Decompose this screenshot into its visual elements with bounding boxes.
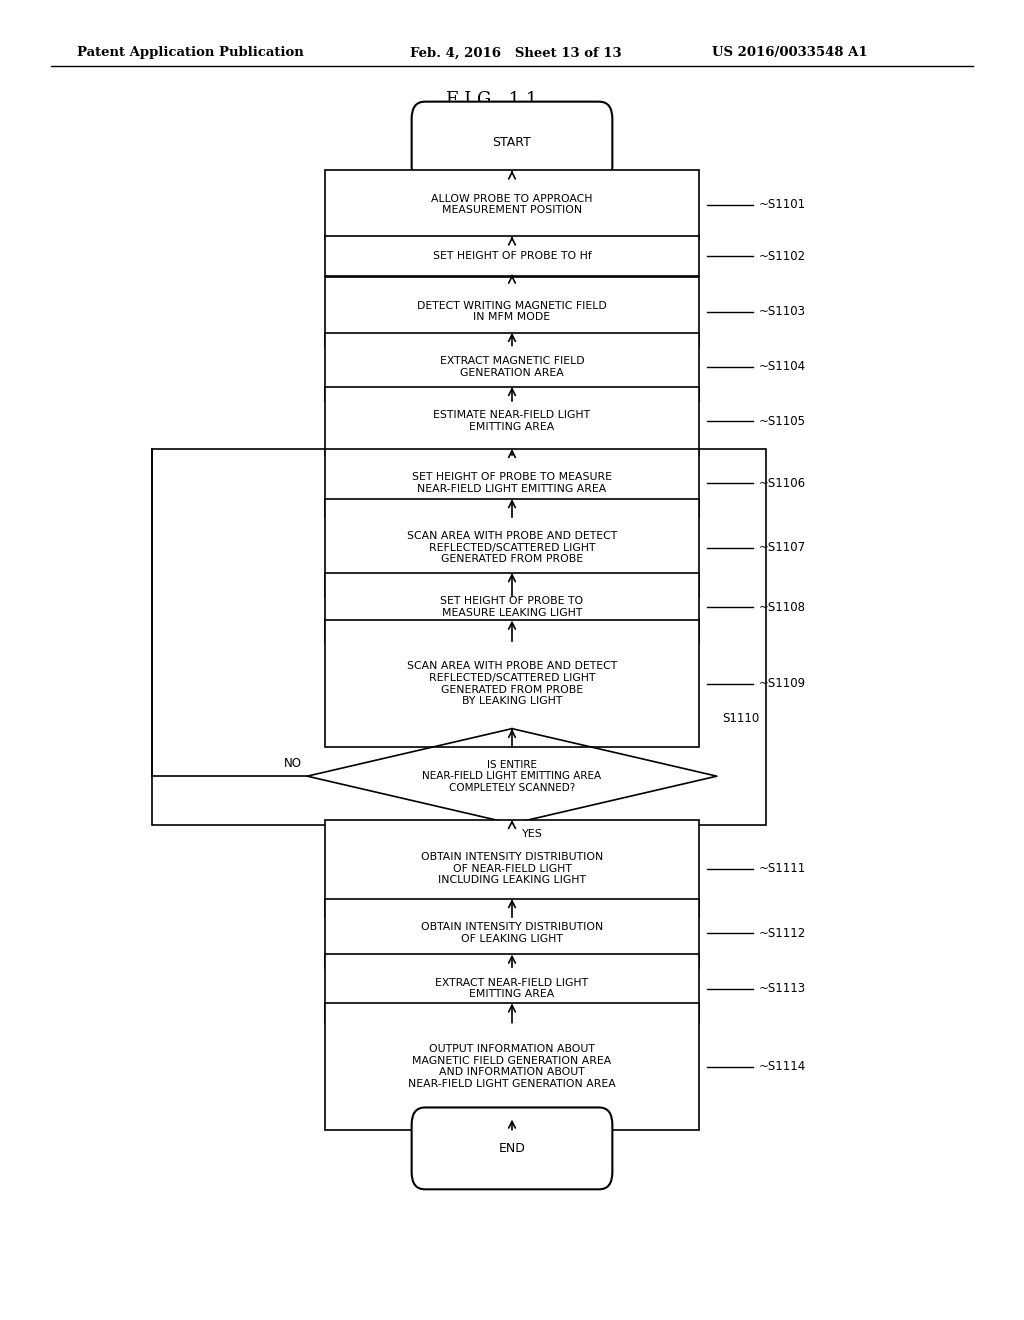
FancyBboxPatch shape [326,333,698,401]
Text: SCAN AREA WITH PROBE AND DETECT
REFLECTED/SCATTERED LIGHT
GENERATED FROM PROBE: SCAN AREA WITH PROBE AND DETECT REFLECTE… [407,531,617,565]
Text: ~S1112: ~S1112 [758,927,806,940]
Text: ~S1105: ~S1105 [758,414,805,428]
Text: F I G . 1 1: F I G . 1 1 [445,91,538,110]
Text: START: START [493,136,531,149]
FancyBboxPatch shape [326,170,698,239]
Text: ~S1109: ~S1109 [758,677,806,690]
Text: US 2016/0033548 A1: US 2016/0033548 A1 [712,46,867,59]
FancyBboxPatch shape [326,954,698,1023]
Text: END: END [499,1142,525,1155]
FancyBboxPatch shape [326,449,698,517]
Text: IS ENTIRE
NEAR-FIELD LIGHT EMITTING AREA
COMPLETELY SCANNED?: IS ENTIRE NEAR-FIELD LIGHT EMITTING AREA… [423,759,601,793]
Text: OUTPUT INFORMATION ABOUT
MAGNETIC FIELD GENERATION AREA
AND INFORMATION ABOUT
NE: OUTPUT INFORMATION ABOUT MAGNETIC FIELD … [409,1044,615,1089]
Text: NO: NO [284,756,302,770]
Text: SET HEIGHT OF PROBE TO Hf: SET HEIGHT OF PROBE TO Hf [432,251,592,261]
FancyBboxPatch shape [326,499,698,597]
FancyBboxPatch shape [326,899,698,968]
FancyBboxPatch shape [412,1107,612,1189]
Text: ~S1106: ~S1106 [758,477,806,490]
FancyBboxPatch shape [412,102,612,183]
Text: S1110: S1110 [722,711,759,725]
Text: DETECT WRITING MAGNETIC FIELD
IN MFM MODE: DETECT WRITING MAGNETIC FIELD IN MFM MOD… [417,301,607,322]
Text: SET HEIGHT OF PROBE TO
MEASURE LEAKING LIGHT: SET HEIGHT OF PROBE TO MEASURE LEAKING L… [440,597,584,618]
Text: OBTAIN INTENSITY DISTRIBUTION
OF NEAR-FIELD LIGHT
INCLUDING LEAKING LIGHT: OBTAIN INTENSITY DISTRIBUTION OF NEAR-FI… [421,851,603,886]
FancyBboxPatch shape [326,820,698,917]
Text: EXTRACT MAGNETIC FIELD
GENERATION AREA: EXTRACT MAGNETIC FIELD GENERATION AREA [439,356,585,378]
Text: ~S1103: ~S1103 [758,305,805,318]
Text: YES: YES [522,829,543,840]
Text: Feb. 4, 2016   Sheet 13 of 13: Feb. 4, 2016 Sheet 13 of 13 [410,46,622,59]
Text: ~S1107: ~S1107 [758,541,806,554]
Text: ~S1114: ~S1114 [758,1060,806,1073]
Text: ~S1102: ~S1102 [758,249,806,263]
Text: ~S1101: ~S1101 [758,198,806,211]
Text: Patent Application Publication: Patent Application Publication [77,46,303,59]
FancyBboxPatch shape [326,573,698,642]
Text: SCAN AREA WITH PROBE AND DETECT
REFLECTED/SCATTERED LIGHT
GENERATED FROM PROBE
B: SCAN AREA WITH PROBE AND DETECT REFLECTE… [407,661,617,706]
Polygon shape [307,729,717,824]
FancyBboxPatch shape [326,236,698,276]
FancyBboxPatch shape [326,1003,698,1130]
FancyBboxPatch shape [326,387,698,455]
FancyBboxPatch shape [326,620,698,747]
FancyBboxPatch shape [326,277,698,346]
Text: ESTIMATE NEAR-FIELD LIGHT
EMITTING AREA: ESTIMATE NEAR-FIELD LIGHT EMITTING AREA [433,411,591,432]
Text: ~S1113: ~S1113 [758,982,806,995]
Text: EXTRACT NEAR-FIELD LIGHT
EMITTING AREA: EXTRACT NEAR-FIELD LIGHT EMITTING AREA [435,978,589,999]
Text: ~S1111: ~S1111 [758,862,806,875]
Text: ~S1108: ~S1108 [758,601,805,614]
Text: ~S1104: ~S1104 [758,360,806,374]
Text: SET HEIGHT OF PROBE TO MEASURE
NEAR-FIELD LIGHT EMITTING AREA: SET HEIGHT OF PROBE TO MEASURE NEAR-FIEL… [412,473,612,494]
Text: ALLOW PROBE TO APPROACH
MEASUREMENT POSITION: ALLOW PROBE TO APPROACH MEASUREMENT POSI… [431,194,593,215]
Text: OBTAIN INTENSITY DISTRIBUTION
OF LEAKING LIGHT: OBTAIN INTENSITY DISTRIBUTION OF LEAKING… [421,923,603,944]
